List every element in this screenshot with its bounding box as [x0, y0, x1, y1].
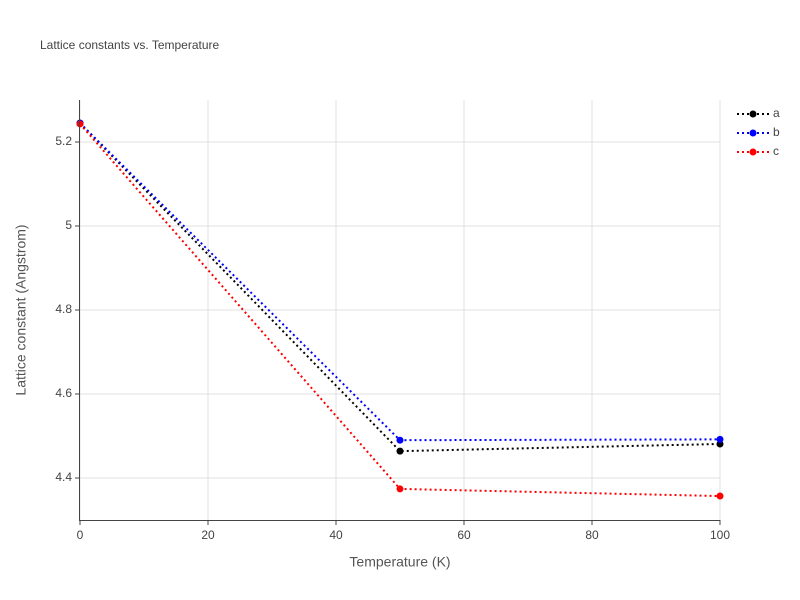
y-axis-title: Lattice constant (Angstrom)	[13, 224, 29, 395]
legend-label: a	[773, 106, 780, 120]
legend-label: b	[773, 125, 780, 139]
y-tick-label: 5	[65, 218, 72, 232]
point	[716, 492, 724, 500]
x-tick-label: 20	[201, 528, 215, 542]
legend-marker	[749, 129, 757, 137]
chart-title: Lattice constants vs. Temperature	[40, 38, 220, 52]
x-tick-label: 80	[585, 528, 599, 542]
x-tick-label: 100	[710, 528, 730, 542]
y-tick-label: 5.2	[55, 134, 72, 148]
legend-label: c	[773, 144, 779, 158]
point	[396, 485, 404, 493]
x-tick-label: 0	[77, 528, 84, 542]
y-tick-label: 4.6	[55, 386, 72, 400]
x-tick-label: 40	[329, 528, 343, 542]
point	[396, 447, 404, 455]
y-tick-label: 4.8	[55, 302, 72, 316]
y-tick-label: 4.4	[55, 470, 72, 484]
legend: abc	[737, 106, 780, 158]
point	[396, 436, 404, 444]
legend-marker	[749, 110, 757, 118]
legend-marker	[749, 148, 757, 156]
series-line	[79, 122, 721, 453]
grid	[79, 100, 721, 520]
point	[716, 435, 724, 443]
x-axis-title: Temperature (K)	[349, 554, 450, 570]
x-tick-label: 60	[457, 528, 471, 542]
